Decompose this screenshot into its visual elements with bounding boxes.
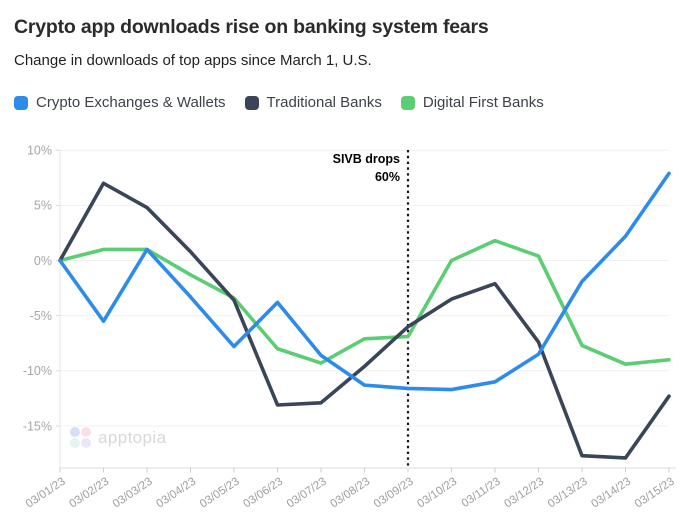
series-line-digital-first-banks <box>58 238 671 366</box>
legend-label-crypto: Crypto Exchanges & Wallets <box>36 94 226 111</box>
x-tick-label: 03/05/23 <box>198 476 242 511</box>
y-tick-label: 5% <box>34 199 52 213</box>
x-tick-label: 03/07/23 <box>285 476 329 511</box>
x-tick-label: 03/09/23 <box>372 476 416 511</box>
x-tick-label: 03/13/23 <box>546 476 590 511</box>
legend-label-digital: Digital First Banks <box>422 94 544 111</box>
x-tick-label: 03/11/23 <box>460 476 503 511</box>
watermark: apptopia <box>70 427 166 448</box>
legend-item-crypto: Crypto Exchanges & Wallets <box>14 94 226 111</box>
legend-swatch-digital-icon <box>400 95 415 110</box>
series-line-crypto-exchanges-wallets <box>58 171 671 392</box>
watermark-text: apptopia <box>98 427 167 447</box>
series-line-traditional-banks <box>58 181 671 460</box>
legend-item-digital: Digital First Banks <box>400 94 544 111</box>
legend-swatch-crypto-icon <box>14 95 28 110</box>
x-tick-label: 03/12/23 <box>502 476 546 511</box>
x-tick-label: 03/14/23 <box>589 476 633 511</box>
page-subtitle: Change in downloads of top apps since Ma… <box>14 52 372 69</box>
y-tick-label: -10% <box>23 364 52 378</box>
y-tick-label: 0% <box>34 254 52 268</box>
legend-swatch-traditional-icon <box>244 95 259 110</box>
legend-item-traditional: Traditional Banks <box>244 94 382 111</box>
logo-petal-3 <box>70 438 80 448</box>
x-tick-label: 03/15/23 <box>633 476 677 511</box>
page-title: Crypto app downloads rise on banking sys… <box>14 16 489 38</box>
x-tick-label: 03/08/23 <box>328 476 372 511</box>
legend: Crypto Exchanges & Wallets Traditional B… <box>14 94 544 111</box>
y-tick-label: -15% <box>23 419 52 433</box>
x-tick-label: 03/01/23 <box>24 476 68 511</box>
apptopia-logo-icon <box>70 427 91 448</box>
annotation-line2: 60% <box>375 170 400 184</box>
x-tick-label: 03/02/23 <box>67 476 111 511</box>
annotation-line1: SIVB drops <box>333 152 400 166</box>
x-tick-label: 03/03/23 <box>111 476 155 511</box>
logo-petal-4 <box>81 438 91 448</box>
y-tick-label: -5% <box>30 309 52 323</box>
logo-petal-1 <box>70 427 80 437</box>
x-tick-label: 03/10/23 <box>415 476 459 511</box>
x-tick-label: 03/06/23 <box>241 476 285 511</box>
x-tick-label: 03/04/23 <box>154 476 198 511</box>
legend-label-traditional: Traditional Banks <box>266 94 382 111</box>
y-tick-label: 10% <box>27 144 52 158</box>
logo-petal-2 <box>81 427 91 437</box>
